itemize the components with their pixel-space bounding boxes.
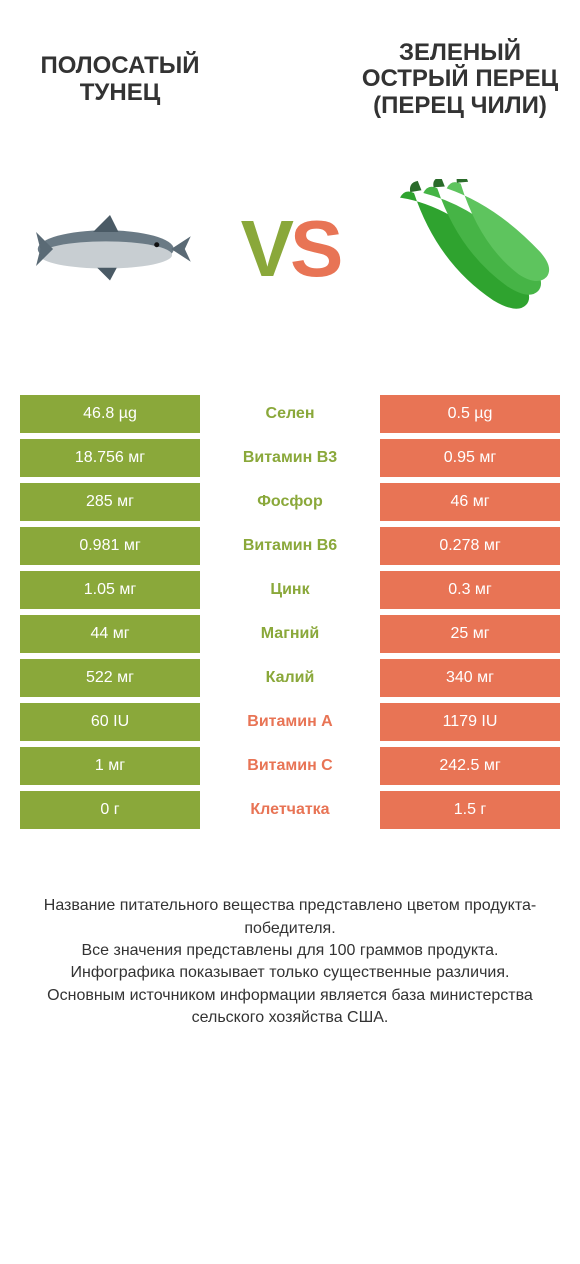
footer-line: Все значения представлены для 100 граммо… bbox=[20, 940, 560, 962]
footer-notes: Название питательного вещества представл… bbox=[20, 895, 560, 1029]
vs-s: S bbox=[290, 204, 339, 293]
nutrient-name-cell: Витамин B6 bbox=[200, 527, 380, 565]
left-value-cell: 60 IU bbox=[20, 703, 200, 741]
right-value-cell: 340 мг bbox=[380, 659, 560, 697]
left-value-cell: 0.981 мг bbox=[20, 527, 200, 565]
right-value-cell: 25 мг bbox=[380, 615, 560, 653]
table-row: 1 мгВитамин C242.5 мг bbox=[20, 747, 560, 785]
footer-line: Основным источником информации является … bbox=[20, 985, 560, 1030]
nutrient-name-cell: Фосфор bbox=[200, 483, 380, 521]
table-row: 44 мгМагний25 мг bbox=[20, 615, 560, 653]
right-product-title: ЗЕЛЕНЫЙ ОСТРЫЙ ПЕРЕЦ (ПЕРЕЦ ЧИЛИ) bbox=[360, 40, 560, 119]
table-row: 0.981 мгВитамин B60.278 мг bbox=[20, 527, 560, 565]
right-value-cell: 242.5 мг bbox=[380, 747, 560, 785]
vs-v: V bbox=[241, 204, 290, 293]
right-value-cell: 0.3 мг bbox=[380, 571, 560, 609]
footer-line: Инфографика показывает только существенн… bbox=[20, 962, 560, 984]
right-value-cell: 0.5 µg bbox=[380, 395, 560, 433]
nutrient-name-cell: Витамин C bbox=[200, 747, 380, 785]
right-value-cell: 46 мг bbox=[380, 483, 560, 521]
left-value-cell: 1 мг bbox=[20, 747, 200, 785]
table-row: 522 мгКалий340 мг bbox=[20, 659, 560, 697]
pepper-image bbox=[380, 159, 560, 339]
left-value-cell: 285 мг bbox=[20, 483, 200, 521]
table-row: 46.8 µgСелен0.5 µg bbox=[20, 395, 560, 433]
header: ПОЛОСАТЫЙ ТУНЕЦ ЗЕЛЕНЫЙ ОСТРЫЙ ПЕРЕЦ (ПЕ… bbox=[20, 40, 560, 119]
table-row: 285 мгФосфор46 мг bbox=[20, 483, 560, 521]
nutrient-table-body: 46.8 µgСелен0.5 µg18.756 мгВитамин B30.9… bbox=[20, 395, 560, 829]
right-value-cell: 1.5 г bbox=[380, 791, 560, 829]
left-product-title: ПОЛОСАТЫЙ ТУНЕЦ bbox=[20, 53, 220, 106]
hero-row: VS bbox=[20, 149, 560, 349]
left-value-cell: 0 г bbox=[20, 791, 200, 829]
left-value-cell: 522 мг bbox=[20, 659, 200, 697]
nutrient-name-cell: Витамин B3 bbox=[200, 439, 380, 477]
nutrient-name-cell: Селен bbox=[200, 395, 380, 433]
table-row: 1.05 мгЦинк0.3 мг bbox=[20, 571, 560, 609]
nutrient-name-cell: Витамин A bbox=[200, 703, 380, 741]
right-value-cell: 0.278 мг bbox=[380, 527, 560, 565]
tuna-image bbox=[20, 159, 200, 339]
left-value-cell: 46.8 µg bbox=[20, 395, 200, 433]
table-row: 60 IUВитамин A1179 IU bbox=[20, 703, 560, 741]
nutrient-table: 46.8 µgСелен0.5 µg18.756 мгВитамин B30.9… bbox=[20, 389, 560, 835]
table-row: 0 гКлетчатка1.5 г bbox=[20, 791, 560, 829]
footer-line: Название питательного вещества представл… bbox=[20, 895, 560, 940]
nutrient-name-cell: Клетчатка bbox=[200, 791, 380, 829]
right-value-cell: 0.95 мг bbox=[380, 439, 560, 477]
left-value-cell: 1.05 мг bbox=[20, 571, 200, 609]
table-row: 18.756 мгВитамин B30.95 мг bbox=[20, 439, 560, 477]
left-value-cell: 18.756 мг bbox=[20, 439, 200, 477]
nutrient-name-cell: Цинк bbox=[200, 571, 380, 609]
left-value-cell: 44 мг bbox=[20, 615, 200, 653]
nutrient-name-cell: Магний bbox=[200, 615, 380, 653]
right-value-cell: 1179 IU bbox=[380, 703, 560, 741]
vs-label: VS bbox=[241, 203, 340, 295]
nutrient-name-cell: Калий bbox=[200, 659, 380, 697]
